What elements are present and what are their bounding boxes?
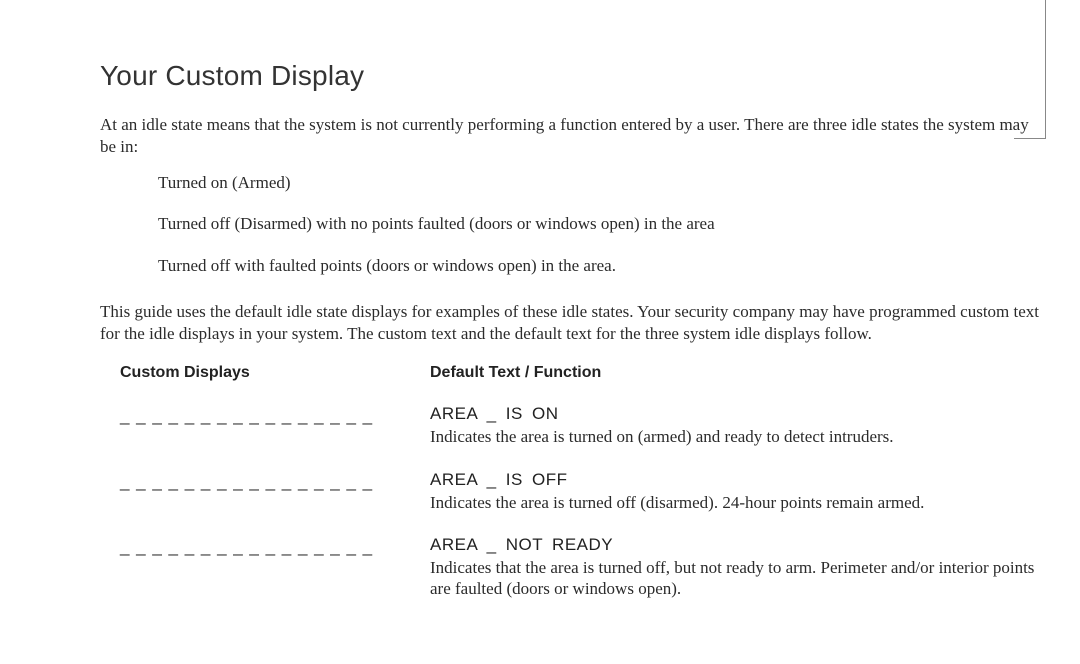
display-text-area-not-ready: AREA _ NOT READY [430, 535, 1040, 555]
custom-display-blank: _ _ _ _ _ _ _ _ _ _ _ _ _ _ _ _ [120, 470, 430, 492]
list-item: Turned off with faulted points (doors or… [158, 255, 1040, 277]
custom-display-blank: _ _ _ _ _ _ _ _ _ _ _ _ _ _ _ _ [120, 535, 430, 557]
display-text-area-off: AREA _ IS OFF [430, 470, 1040, 490]
displays-table: Custom Displays Default Text / Function … [120, 364, 1040, 599]
custom-display-blank: _ _ _ _ _ _ _ _ _ _ _ _ _ _ _ _ [120, 404, 430, 426]
idle-states-list: Turned on (Armed) Turned off (Disarmed) … [158, 172, 1040, 277]
header-custom-displays: Custom Displays [120, 364, 430, 382]
header-default-text: Default Text / Function [430, 364, 1040, 382]
table-row: _ _ _ _ _ _ _ _ _ _ _ _ _ _ _ _ AREA _ I… [120, 470, 1040, 513]
margin-rule-vertical [1045, 0, 1046, 138]
intro-paragraph: At an idle state means that the system i… [100, 114, 1040, 158]
display-desc: Indicates the area is turned on (armed) … [430, 426, 1040, 447]
table-row: _ _ _ _ _ _ _ _ _ _ _ _ _ _ _ _ AREA _ I… [120, 404, 1040, 447]
document-page: Your Custom Display At an idle state mea… [0, 0, 1080, 664]
after-paragraph: This guide uses the default idle state d… [100, 301, 1040, 345]
display-desc: Indicates that the area is turned off, b… [430, 557, 1040, 600]
list-item: Turned on (Armed) [158, 172, 1040, 194]
page-title: Your Custom Display [100, 60, 1040, 92]
display-text-area-on: AREA _ IS ON [430, 404, 1040, 424]
table-row: _ _ _ _ _ _ _ _ _ _ _ _ _ _ _ _ AREA _ N… [120, 535, 1040, 600]
margin-rule-horizontal [1014, 138, 1046, 139]
display-desc: Indicates the area is turned off (disarm… [430, 492, 1040, 513]
default-text-cell: AREA _ NOT READY Indicates that the area… [430, 535, 1040, 600]
table-header-row: Custom Displays Default Text / Function [120, 364, 1040, 382]
list-item: Turned off (Disarmed) with no points fau… [158, 213, 1040, 235]
default-text-cell: AREA _ IS OFF Indicates the area is turn… [430, 470, 1040, 513]
default-text-cell: AREA _ IS ON Indicates the area is turne… [430, 404, 1040, 447]
